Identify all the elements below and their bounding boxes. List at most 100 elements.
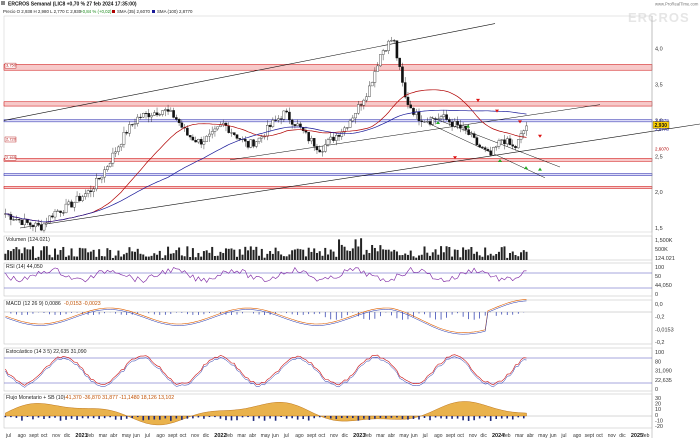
candle-body [161, 110, 164, 115]
panel-title: Volumen (124.021) [6, 237, 50, 243]
volume-bar [233, 249, 236, 260]
volume-bar [315, 252, 318, 260]
volume-bar [486, 255, 489, 260]
volume-bar [34, 257, 37, 260]
sma-fast-legend: SMA (35) 2,6070 [117, 9, 151, 14]
money-flow-negative-bar [346, 416, 349, 419]
buy-signal-arrow [524, 166, 528, 170]
sma-slow-line [5, 109, 527, 223]
candle-body [307, 132, 310, 142]
volume-bar [406, 254, 409, 260]
volume-bar [244, 246, 247, 260]
sell-signal-arrow [453, 156, 457, 160]
money-flow-negative-bar [153, 416, 156, 420]
candle-body [15, 219, 18, 221]
time-axis-label: feb [87, 433, 94, 439]
money-flow-negative-bar [114, 416, 117, 420]
volume-bar [373, 247, 376, 260]
time-axis-label: jul [5, 433, 11, 439]
candle-body [403, 82, 407, 98]
zone-price-box [4, 155, 17, 161]
time-axis-label: sept [168, 433, 178, 439]
candle-body [357, 104, 360, 114]
money-flow-negative-bar [54, 416, 56, 418]
volume-bar [114, 255, 117, 260]
volume-bar [285, 256, 288, 260]
candle-body [67, 201, 71, 205]
candle-body [376, 65, 379, 72]
money-flow-negative-bar [374, 416, 376, 419]
volume-bar [211, 246, 214, 260]
candle-body [169, 110, 173, 112]
stoch-k-line [5, 354, 527, 386]
candle-body [428, 121, 432, 125]
volume-bar [395, 251, 398, 260]
money-flow-negative-bar [164, 416, 167, 419]
panel-axis-tick-label: 30 [655, 396, 661, 402]
volume-bar [183, 256, 186, 260]
money-flow-negative-bar [385, 416, 387, 419]
volume-bar [500, 247, 503, 260]
panel-frame [3, 347, 653, 392]
volume-bar [429, 255, 432, 260]
candle-body [133, 123, 137, 125]
current-price-label: 2,930 [655, 123, 668, 129]
volume-bar [445, 246, 448, 260]
volume-bar [222, 253, 225, 260]
volume-bar [346, 250, 349, 260]
candle-body [103, 169, 106, 178]
volume-bar [291, 250, 294, 260]
volume-bar [59, 250, 62, 260]
volume-bar [164, 255, 167, 260]
candle-body [277, 118, 280, 121]
candle-body [130, 124, 134, 126]
candle-body [285, 110, 288, 113]
time-axis-label: ago [18, 433, 27, 439]
candle-body [45, 222, 49, 225]
volume-bar [464, 249, 467, 260]
candle-body [97, 177, 101, 180]
panel-title: MACD (12 26 9) 0,0086 [6, 301, 61, 307]
money-flow-negative-bar [484, 416, 486, 418]
price-level-badge: 3,0079 [655, 118, 669, 123]
money-flow-negative-bar [462, 416, 464, 421]
volume-bar [470, 247, 473, 260]
candle-body [478, 144, 481, 148]
stochastic-panel: Estocástico (14 3 5) 22,635 31,090 100 80 3… [3, 347, 672, 393]
volume-bar [280, 254, 283, 260]
support-resistance-zone [3, 158, 653, 162]
candle-body [362, 99, 366, 106]
time-axis-label: 2022 [214, 433, 226, 439]
money-flow-negative-bar [263, 416, 266, 421]
candle-body [494, 146, 498, 148]
volume-bar [109, 249, 112, 260]
zone-price-label: 2,465 [6, 155, 17, 160]
time-axis-label: sept [29, 433, 39, 439]
candle-body [147, 113, 151, 118]
volume-bar [360, 238, 363, 260]
volume-bar [200, 256, 203, 260]
volume-bar [338, 239, 341, 260]
money-flow-negative-bar [440, 416, 442, 419]
volume-bar [205, 250, 208, 260]
money-flow-negative-bar [4, 416, 7, 418]
panel-axis-tick-label: -10 [655, 418, 663, 424]
money-flow-negative-bar [285, 416, 288, 419]
candle-body [268, 125, 272, 127]
panel-title: RSI (14) 44,050 [6, 264, 43, 270]
volume-bar [67, 255, 70, 260]
money-flow-negative-bar [407, 416, 409, 420]
volume-bar [365, 249, 368, 260]
price-change: +0,84 % (+0,02) [80, 9, 112, 14]
price-axis-tick-label: 2,0 [655, 190, 663, 196]
price-level-badge: 2,8770 [655, 127, 669, 132]
zone-price-box [4, 136, 17, 143]
sell-signal-arrow [495, 109, 499, 113]
candle-body [456, 120, 459, 126]
credit-link[interactable]: www.ProRealTime.com [655, 2, 699, 7]
volume-bar [153, 253, 156, 260]
volume-bar [481, 256, 484, 260]
money-flow-negative-bar [506, 416, 509, 419]
candle-body [186, 127, 189, 136]
volume-bar [329, 249, 332, 260]
